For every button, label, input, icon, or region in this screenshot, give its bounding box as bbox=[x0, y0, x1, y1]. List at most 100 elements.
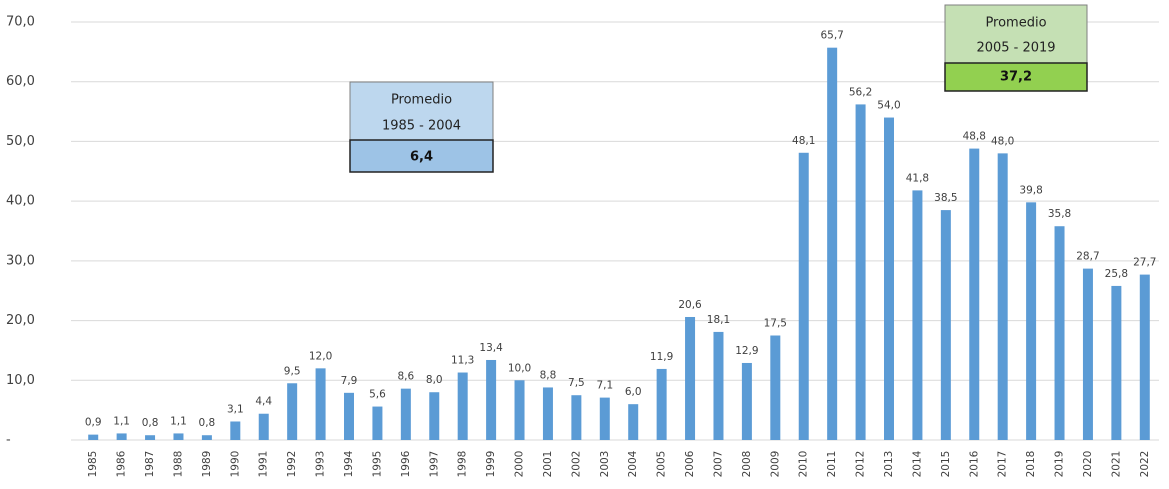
box-period: 2005 - 2019 bbox=[976, 41, 1055, 56]
bar bbox=[201, 435, 212, 440]
box-value bbox=[944, 62, 1088, 92]
value-label: 0,8 bbox=[199, 417, 216, 429]
bar bbox=[1082, 268, 1093, 440]
bar bbox=[1139, 274, 1150, 440]
bar bbox=[713, 331, 724, 440]
bar bbox=[1054, 226, 1065, 440]
value-label: 8,6 bbox=[397, 371, 414, 383]
y-tick-label: 20,0 bbox=[6, 313, 35, 328]
value-label: 1,1 bbox=[170, 415, 187, 427]
x-tick-label: 2019 bbox=[1054, 451, 1066, 478]
value-label: 12,0 bbox=[309, 350, 332, 362]
x-tick-label: 1993 bbox=[315, 451, 327, 478]
y-tick-label: 10,0 bbox=[6, 373, 35, 388]
annotation-box: Promedio 2005 - 2019 37,2 bbox=[944, 4, 1088, 92]
value-label: 38,5 bbox=[934, 192, 957, 204]
x-tick-label: 2018 bbox=[1025, 451, 1037, 478]
x-tick-label: 2010 bbox=[798, 451, 810, 478]
x-tick-label: 2000 bbox=[514, 451, 526, 478]
value-label: 18,1 bbox=[707, 314, 730, 326]
value-label: 8,8 bbox=[540, 369, 557, 381]
x-tick-label: 1998 bbox=[457, 451, 469, 478]
value-label: 7,5 bbox=[568, 377, 585, 389]
bar bbox=[116, 433, 127, 440]
annotation-box: Promedio 1985 - 2004 6,4 bbox=[349, 81, 494, 173]
value-label: 17,5 bbox=[764, 318, 787, 330]
bar bbox=[230, 421, 241, 440]
x-tick-label: 2005 bbox=[656, 451, 668, 478]
value-label: 0,8 bbox=[142, 417, 159, 429]
value-label: 20,6 bbox=[678, 299, 702, 311]
value-label: 6,0 bbox=[625, 386, 642, 398]
x-tick-label: 2014 bbox=[911, 450, 923, 477]
bar bbox=[997, 153, 1008, 440]
value-label: 1,1 bbox=[113, 415, 130, 427]
x-tick-label: 2017 bbox=[997, 451, 1009, 478]
x-tick-label: 2022 bbox=[1139, 451, 1151, 478]
x-tick-label: 2001 bbox=[542, 451, 554, 478]
bar bbox=[884, 117, 894, 441]
x-tick-label: 1992 bbox=[286, 451, 298, 478]
bar bbox=[940, 210, 951, 440]
x-tick-label: 1990 bbox=[229, 451, 241, 478]
bar bbox=[400, 388, 411, 440]
bar bbox=[1111, 285, 1122, 440]
value-label: 4,4 bbox=[255, 396, 272, 408]
x-tick-label: 2003 bbox=[599, 451, 611, 478]
x-tick-label: 1995 bbox=[371, 451, 383, 478]
bar bbox=[571, 395, 582, 440]
value-label: 10,0 bbox=[508, 362, 531, 374]
value-label: 7,9 bbox=[341, 375, 358, 387]
box-period: 1985 - 2004 bbox=[382, 119, 461, 134]
x-tick-label: 1997 bbox=[428, 451, 440, 478]
bar bbox=[798, 152, 809, 440]
bar bbox=[372, 406, 383, 440]
value-label: 48,1 bbox=[792, 135, 815, 147]
x-tick-label: 2008 bbox=[741, 451, 753, 478]
value-label: 3,1 bbox=[227, 403, 244, 415]
value-label: 28,7 bbox=[1076, 251, 1099, 263]
x-tick-label: 2020 bbox=[1082, 451, 1094, 478]
value-label: 0,9 bbox=[85, 417, 102, 429]
x-tick-label: 2007 bbox=[712, 451, 724, 478]
x-tick-label: 1989 bbox=[201, 451, 213, 478]
bar bbox=[969, 148, 980, 440]
bar bbox=[685, 316, 696, 440]
y-tick-label: 60,0 bbox=[6, 74, 35, 89]
box-title: Promedio bbox=[985, 16, 1046, 31]
box-value-label: 6,4 bbox=[410, 150, 433, 165]
bar bbox=[344, 392, 354, 440]
x-tick-label: 1985 bbox=[87, 451, 99, 478]
bar bbox=[827, 47, 838, 440]
x-tick-label: 2016 bbox=[968, 450, 980, 477]
bar bbox=[599, 397, 610, 440]
y-tick-label: - bbox=[6, 433, 11, 448]
x-tick-label: 2009 bbox=[769, 451, 781, 478]
bar bbox=[912, 190, 923, 440]
value-label: 39,8 bbox=[1019, 184, 1042, 196]
x-tick-label: 1988 bbox=[172, 451, 184, 478]
value-label: 8,0 bbox=[426, 374, 443, 386]
x-tick-label: 1996 bbox=[400, 450, 412, 477]
value-label: 48,8 bbox=[963, 131, 986, 143]
x-tick-label: 2011 bbox=[826, 451, 838, 478]
bar bbox=[173, 433, 184, 440]
value-label: 9,5 bbox=[284, 365, 301, 377]
value-label: 35,8 bbox=[1048, 208, 1071, 220]
box-value bbox=[349, 139, 494, 173]
y-tick-label: 50,0 bbox=[6, 134, 35, 149]
x-tick-label: 1991 bbox=[258, 451, 270, 478]
bar bbox=[1026, 202, 1037, 440]
value-label: 65,7 bbox=[820, 30, 843, 42]
x-tick-label: 1994 bbox=[343, 450, 355, 477]
bar bbox=[514, 380, 525, 440]
y-tick-label: 30,0 bbox=[6, 253, 35, 268]
value-label: 54,0 bbox=[877, 100, 900, 112]
value-label: 11,3 bbox=[451, 355, 474, 367]
bar bbox=[258, 413, 269, 440]
bar bbox=[628, 404, 639, 440]
value-label: 11,9 bbox=[650, 351, 673, 363]
value-label: 41,8 bbox=[906, 172, 929, 184]
box-value-label: 37,2 bbox=[1000, 70, 1032, 85]
